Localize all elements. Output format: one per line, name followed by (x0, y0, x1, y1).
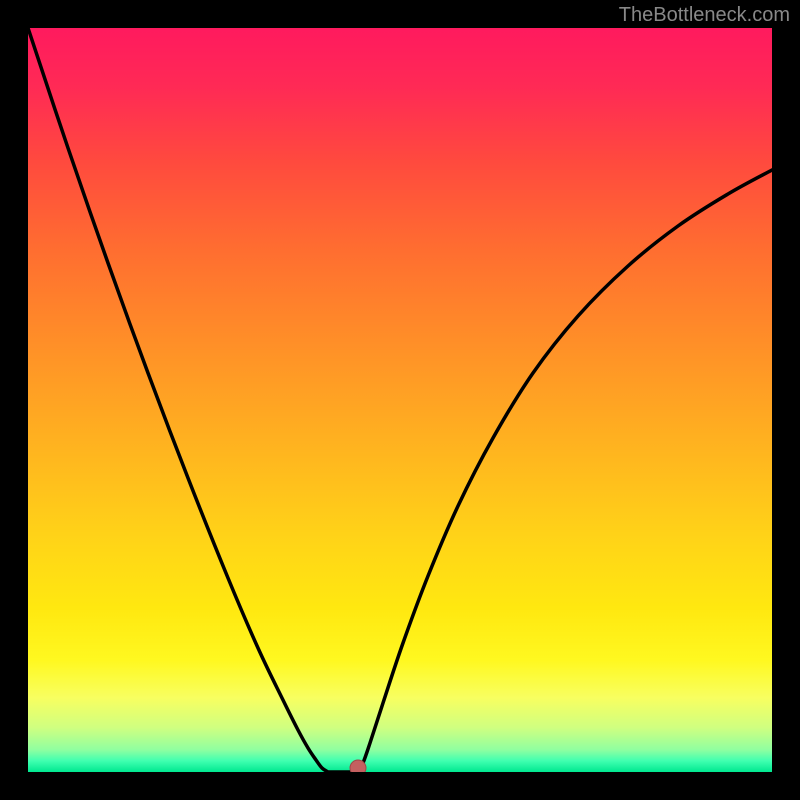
bottleneck-curve (28, 28, 772, 772)
bottleneck-curve-svg (28, 28, 772, 772)
watermark-text: TheBottleneck.com (619, 4, 790, 27)
bottleneck-chart (28, 28, 772, 772)
minimum-marker (350, 760, 366, 772)
